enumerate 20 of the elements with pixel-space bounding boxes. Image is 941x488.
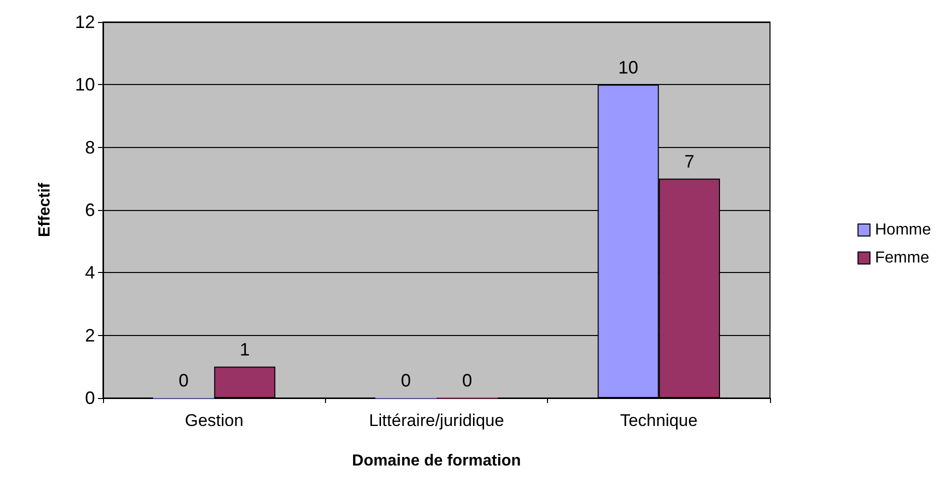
data-label: 0 <box>400 370 411 390</box>
x-tick-label: Gestion <box>184 411 244 430</box>
data-label: 0 <box>178 370 189 390</box>
y-tick-label: 4 <box>84 262 95 283</box>
legend-label: Femme <box>874 250 930 266</box>
y-tick-label: 8 <box>84 137 95 158</box>
y-tick-label: 6 <box>84 200 95 220</box>
x-tick-label: Littéraire/juridique <box>368 411 504 430</box>
y-tick-label: 0 <box>84 388 95 408</box>
y-axis-title: Effectif <box>36 182 54 238</box>
data-label: 1 <box>240 340 250 360</box>
x-axis-title: Domaine de formation <box>352 452 521 470</box>
data-label: 0 <box>462 370 472 390</box>
x-tick-label: Technique <box>620 411 698 430</box>
y-tick-label: 10 <box>74 74 95 95</box>
data-label: 10 <box>618 58 638 78</box>
y-tick-label: 2 <box>84 325 95 346</box>
data-label: 7 <box>684 152 694 172</box>
y-tick-label: 12 <box>74 12 95 32</box>
legend-label: Homme <box>874 222 932 238</box>
